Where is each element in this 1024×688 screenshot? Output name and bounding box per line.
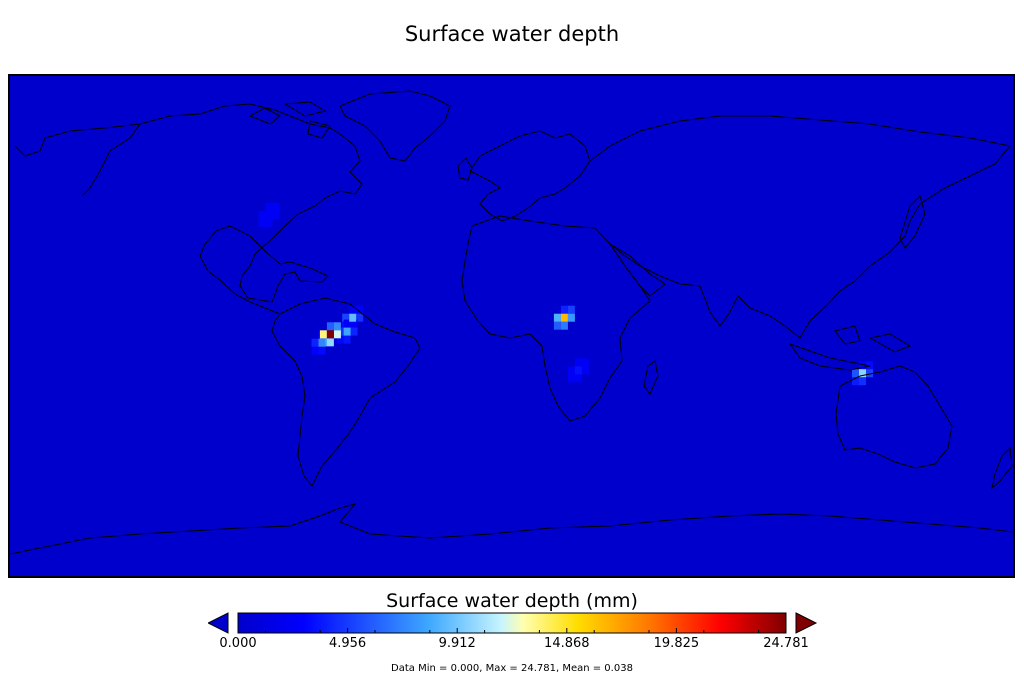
coastlines [10,90,1013,555]
hotspot-neighbor-cell [311,346,319,355]
hotspot-neighbor-cell [265,202,273,211]
hotspot-neighbor-cell [349,305,357,314]
colorbar-title: Surface water depth (mm) [386,590,638,612]
hotspot-neighbor-cell [553,321,561,330]
hotspot-neighbor-cell [319,330,327,339]
coastline-australia [835,365,953,469]
map-background [10,76,1013,576]
hotspot-neighbor-cell [326,338,334,347]
hotspot-neighbor-cell [852,377,859,386]
coastline-madagascar [643,360,659,395]
coastline-greenland [339,90,451,162]
colorbar [208,612,818,634]
coastline-alaska [14,123,141,197]
hotspot-neighbor-cell [866,361,873,370]
coastline-south-america [271,297,421,487]
hotspot-neighbor-cell [343,319,351,328]
coastline-africa [461,215,651,422]
hotspot-neighbor-cell [852,369,859,378]
hotspot-neighbor-cell [574,358,582,367]
hotspot-cells [258,202,873,386]
hotspot-neighbor-cell [574,374,582,383]
hotspot-cell [326,330,334,339]
colorbar-tick-label: 0.000 [219,636,257,651]
hotspot-cell [343,327,351,336]
colorbar-over-arrow [795,612,818,634]
hotspot-cell [859,369,866,378]
colorbar-tick-label: 4.956 [328,636,367,651]
hotspot-neighbor-cell [333,330,341,339]
hotspot-neighbor-cell [258,218,266,227]
coastline-antarctica [10,503,1013,555]
hotspot-cell [265,210,273,219]
hotspot-neighbor-cell [356,305,364,314]
hotspot-neighbor-cell [567,374,575,383]
hotspot-neighbor-cell [567,366,575,375]
map-plot-area [8,74,1015,578]
hotspot-neighbor-cell [553,313,561,322]
hotspot-neighbor-cell [343,335,351,344]
coastline-new-zealand [991,446,1013,490]
hotspot-neighbor-cell [342,313,350,322]
coastline-europe [469,130,591,222]
hotspot-neighbor-cell [336,335,344,344]
hotspot-neighbor-cell [356,313,364,322]
hotspot-neighbor-cell [581,366,589,375]
hotspot-neighbor-cell [567,313,575,322]
hotspot-cell [318,338,326,347]
colorbar-tick-label: 14.868 [544,636,590,651]
data-statistics: Data Min = 0.000, Max = 24.781, Mean = 0… [391,663,633,674]
coastline-north-america [44,103,363,315]
hotspot-neighbor-cell [311,338,319,347]
map-title: Surface water depth [404,22,620,46]
hotspot-neighbor-cell [333,322,341,331]
hotspot-neighbor-cell [859,377,866,386]
coastline-japan [899,195,926,249]
colorbar-ticks [237,628,787,633]
hotspot-neighbor-cell [272,202,280,211]
hotspot-neighbor-cell [265,218,273,227]
hotspot-neighbor-cell [560,321,568,330]
hotspot-neighbor-cell [859,361,866,370]
colorbar-tick-label: 24.781 [763,636,809,651]
hotspot-neighbor-cell [581,358,589,367]
hotspot-neighbor-cell [326,322,334,331]
hotspot-cell [574,366,582,375]
hotspot-neighbor-cell [318,346,326,355]
coastline-arabia [609,243,666,297]
colorbar-tick-label: 19.825 [653,636,700,651]
hotspot-neighbor-cell [560,305,568,314]
coastline-arctic-islands [248,101,331,139]
hotspot-neighbor-cell [350,327,358,336]
hotspot-cell [349,313,357,322]
colorbar-gradient [237,612,787,634]
colorbar-under-arrow [208,612,229,634]
hotspot-neighbor-cell [350,319,358,328]
hotspot-neighbor-cell [272,210,280,219]
world-map [10,76,1013,576]
coastline-indonesia [788,325,912,371]
colorbar-tick-label: 9.912 [438,636,476,651]
coastline-asia [589,115,1011,339]
hotspot-cell [560,313,568,322]
hotspot-neighbor-cell [567,305,575,314]
coastline-british-isles [457,157,473,181]
hotspot-neighbor-cell [866,369,873,378]
hotspot-neighbor-cell [258,210,266,219]
